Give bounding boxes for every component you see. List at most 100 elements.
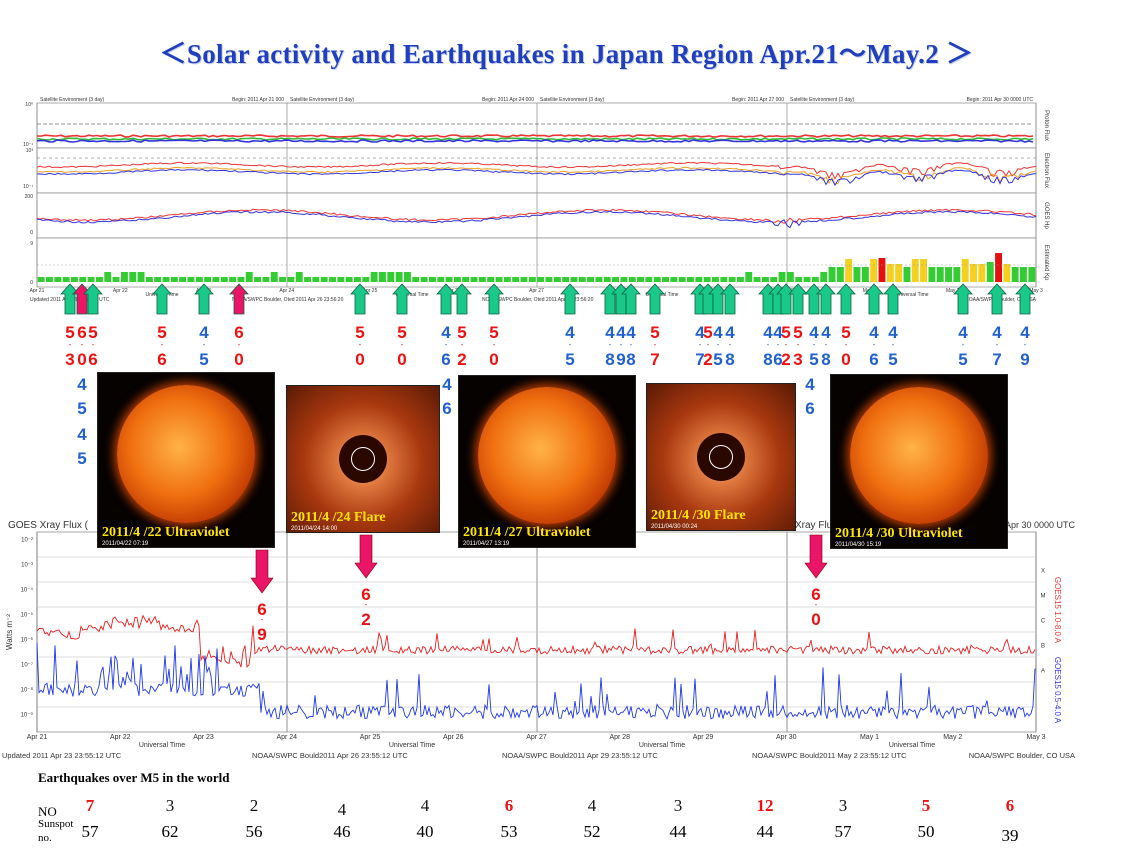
coronagraph-disk [697,433,745,481]
quake-magnitude: 5 [397,323,406,342]
kp-bar [470,277,478,282]
quake-arrow [776,283,796,315]
earthquake-count: 4 [587,796,597,815]
sun-outline [709,445,733,469]
top-panel-title: Satellite Environment (3 day) [540,97,605,103]
kp-bar [886,264,894,282]
quake-magnitude-decimal: 6 [773,350,782,369]
kp-bar [670,277,678,282]
page-title: ＜Solar activity and Earthquakes in Japan… [159,39,974,69]
kp-bar [87,277,95,282]
electron-flux-line [36,166,1037,185]
quake-magnitude: 4 [77,425,87,444]
kp-bar [762,277,769,282]
kp-bar [911,259,919,282]
quake-magnitude: 4 [1020,323,1030,342]
top-footer: NOAA/SWPC Boulder, Oted 2011 Apr 26 23:5… [232,297,344,303]
kp-bar [220,277,228,282]
kp-bar [237,277,245,282]
sunspot-number: 40 [416,822,434,841]
kp-bar [262,277,270,282]
kp-bar [295,272,303,282]
right-axis-label: Proton Flux [1043,110,1049,141]
quake-dash: - [996,340,999,349]
kp-bar [129,272,137,282]
kp-bar [154,277,162,282]
quake-dash: - [1024,340,1027,349]
xray-y-tick: 10⁻⁵ [21,612,34,619]
top-panel-begin: Begin: 2011 Apr 24 000 [482,97,534,103]
quake-arrow [83,283,103,315]
quake-arrow [836,283,856,315]
quake-magnitude-decimal: 0 [841,350,850,369]
right-axis-label: Electron Flux [1043,153,1049,188]
solar-image-caption: 2011/4 /30 Ultraviolet [835,526,963,541]
sun-disk [478,386,616,525]
sunspot-number: 50 [917,822,935,841]
kp-bar [653,277,661,282]
quake-magnitude: 4 [763,323,773,342]
quake-dash: - [892,340,895,349]
quake-arrow [804,283,824,315]
sun-disk [117,385,255,523]
kp-bar [312,277,320,282]
kp-bar [528,277,536,282]
earthquake-count: 3 [673,796,683,815]
quake-dash: - [401,340,404,349]
quake-magnitude: 5 [457,323,466,342]
quake-dash: - [92,340,95,349]
kp-bar [279,277,286,282]
quake-arrow [883,283,903,315]
kp-bar [578,277,586,282]
top-date-tick: May 3 [1029,288,1043,294]
kp-bar [995,253,1002,282]
sunspot-number: 44 [669,822,687,841]
no-row-label: NO [38,804,57,819]
quake-dash: - [445,340,448,349]
kp-bar [54,277,62,282]
kp-bar [828,267,836,282]
quake-magnitude-decimal: 0 [397,350,406,369]
kp-bar [212,277,220,282]
xray-y-tick: 10⁻⁹ [21,712,34,719]
kp-bar [778,272,786,282]
top-y-tick: 0 [30,230,33,236]
quake-magnitude-decimal: 6 [442,399,451,418]
solar-image: 2011/4 /30 Ultraviolet 2011/04/30 15:19 [830,374,1008,549]
quake-magnitude-decimal: 5 [888,350,897,369]
kp-bar [79,277,87,282]
quake-magnitude-decimal: 7 [650,350,659,369]
kp-bar [245,272,253,282]
quake-magnitude: 5 [355,323,364,342]
kp-bar [936,267,944,282]
sun-disk [850,386,988,525]
kp-bar [379,272,386,282]
solar-image-timestamp: 2011/04/27 13:19 [463,541,510,547]
quake-magnitude-decimal: 3 [65,350,74,369]
kp-bar [170,277,178,282]
solar-image-timestamp: 2011/04/30 15:19 [835,542,882,548]
kp-bar [678,277,686,282]
quake-arrow [1015,283,1035,315]
quake-arrow [560,283,580,315]
xray-class-label: A [1041,669,1045,675]
kp-bar [645,277,653,282]
quake-magnitude: 4 [821,323,831,342]
quake-magnitude: 5 [88,323,97,342]
xray-footer: NOAA/SWPC Bould2011 Apr 29 23:55:12 UTC [502,751,658,760]
quake-dash: - [845,340,848,349]
xray-date-tick: Apr 27 [526,734,547,741]
solar-image-caption: 2011/4 /22 Ultraviolet [102,525,230,540]
quake-magnitude: 6 [234,323,243,342]
earthquake-count: 3 [165,796,175,815]
kp-bar [553,277,561,282]
quake-magnitude: 4 [441,323,451,342]
xray-date-tick: Apr 21 [27,734,48,741]
kp-bar [512,277,520,282]
xray-long-series [36,614,1036,668]
kp-bar [687,277,694,282]
xray-xlabel: Universal Time [889,742,935,749]
sun-outline [351,447,375,471]
sunspot-number: 39 [1001,826,1019,845]
